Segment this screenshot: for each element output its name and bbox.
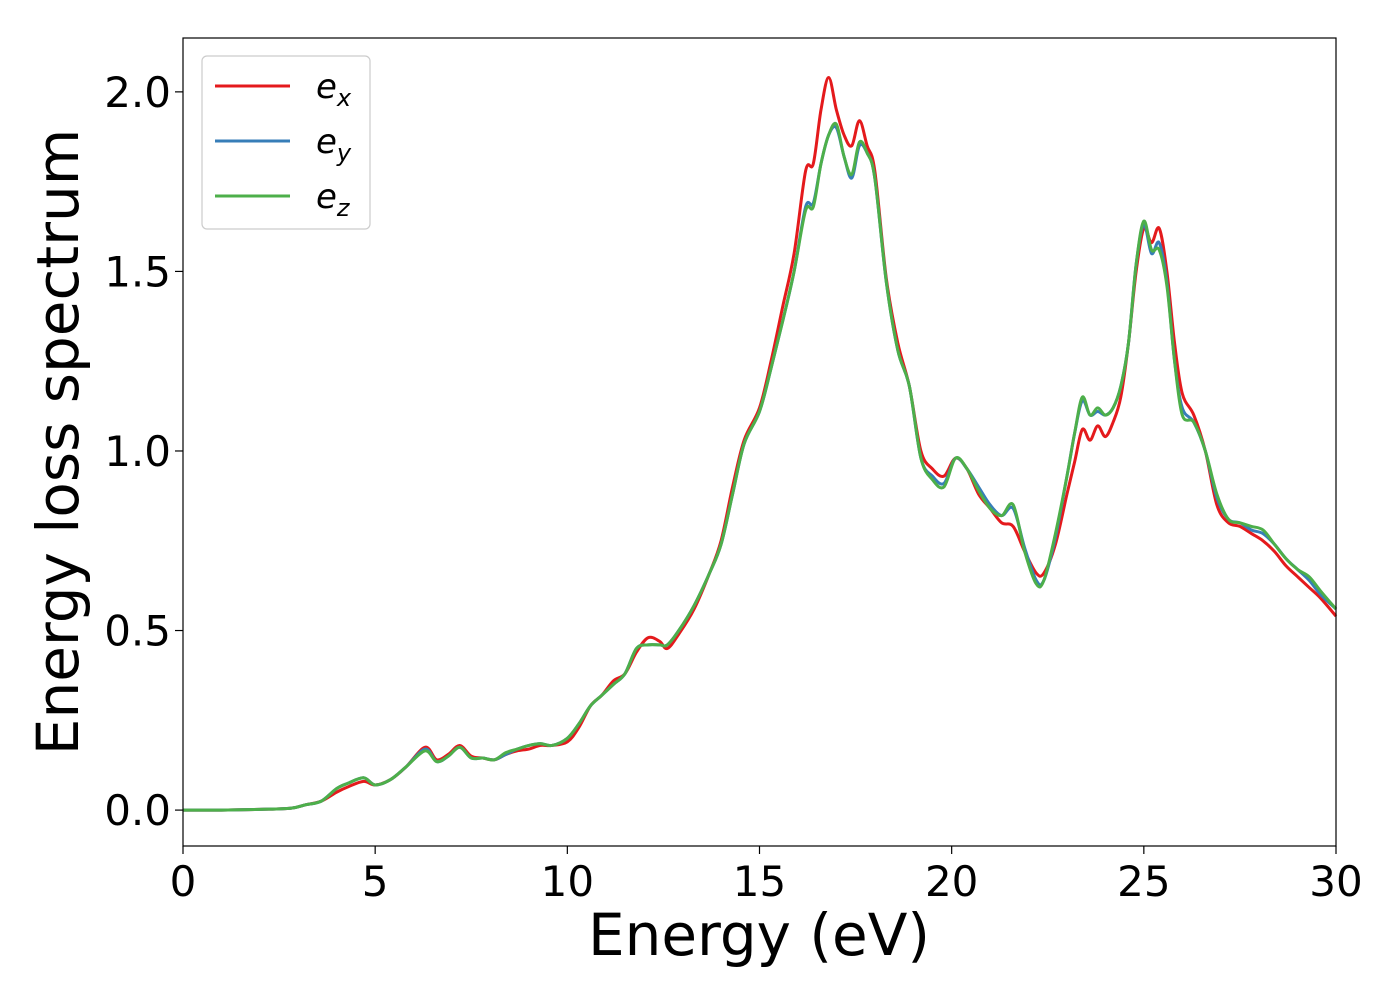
legend-label: ex: [316, 67, 352, 112]
legend-label: ez: [316, 177, 351, 222]
y-tick-label: 1.0: [104, 427, 171, 476]
y-tick-label: 2.0: [104, 68, 171, 117]
series-line-ez: [182, 121, 1338, 812]
plot-area: [183, 38, 1336, 846]
y-tick-label: 0.0: [104, 786, 171, 835]
x-tick-label: 20: [925, 857, 978, 906]
y-axis-ticks: 0.0 0.5 1.0 1.5 2.0: [104, 68, 183, 835]
legend-label: ey: [316, 122, 352, 167]
x-axis-label: Energy (eV): [588, 901, 930, 969]
x-tick-label: 25: [1117, 857, 1170, 906]
y-tick-label: 1.5: [104, 247, 171, 296]
x-tick-label: 30: [1309, 857, 1362, 906]
x-tick-label: 15: [733, 857, 786, 906]
y-axis-label: Energy loss spectrum: [24, 129, 92, 755]
x-tick-label: 0: [170, 857, 197, 906]
x-axis-ticks: 0 5 10 15 20 25 30: [170, 846, 1363, 906]
x-tick-label: 10: [541, 857, 594, 906]
y-tick-label: 0.5: [104, 607, 171, 656]
x-tick-label: 5: [362, 857, 389, 906]
series-layer: [182, 76, 1338, 812]
legend: ex ey ez: [201, 55, 371, 230]
